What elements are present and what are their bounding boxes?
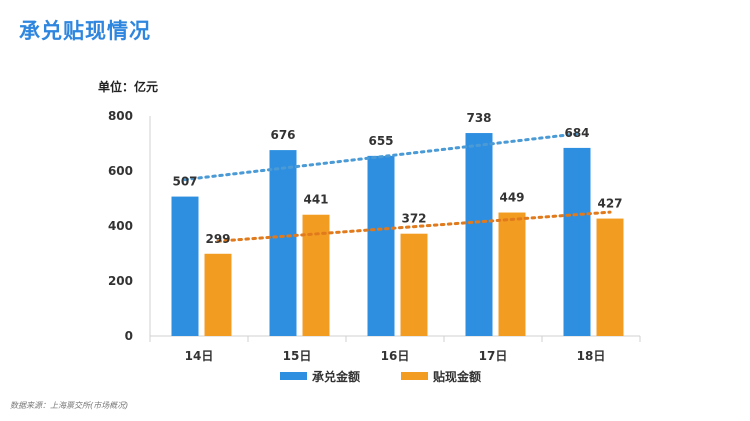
bar — [465, 133, 493, 336]
y-tick-label: 800 — [108, 109, 133, 123]
trendline — [216, 210, 612, 243]
legend-label: 承兑金额 — [312, 369, 360, 384]
bar — [171, 196, 199, 336]
trendline — [183, 132, 579, 182]
bar — [204, 253, 232, 336]
legend-swatch — [280, 372, 307, 380]
legend-label: 贴现金额 — [433, 369, 481, 384]
chart-bars — [171, 133, 624, 336]
bar — [400, 233, 428, 336]
y-tick-label: 0 — [125, 329, 133, 343]
chart-trendlines — [183, 132, 612, 243]
y-tick-label: 600 — [108, 164, 133, 178]
x-tick-label: 17日 — [479, 349, 508, 363]
data-label: 441 — [303, 193, 328, 207]
x-tick-label: 15日 — [283, 349, 312, 363]
x-tick-label: 16日 — [381, 349, 410, 363]
legend-swatch — [401, 372, 428, 380]
bar — [563, 147, 591, 336]
x-tick-label: 18日 — [577, 349, 606, 363]
page-title: 承兑贴现情况 — [19, 19, 151, 43]
data-label: 738 — [466, 111, 491, 125]
bar — [498, 212, 526, 336]
data-label: 372 — [401, 212, 426, 226]
data-label: 449 — [499, 191, 524, 205]
data-label: 299 — [205, 232, 230, 246]
bar — [269, 150, 297, 336]
data-label: 427 — [597, 197, 622, 211]
data-label: 676 — [270, 128, 295, 142]
y-tick-label: 400 — [108, 219, 133, 233]
chart-legend: 承兑金额 贴现金额 — [280, 369, 481, 384]
bar — [596, 218, 624, 336]
chart-data-labels: 507 676 655 738 684 299 441 372 449 427 — [172, 111, 622, 246]
x-tick-label: 14日 — [185, 349, 214, 363]
bar — [367, 155, 395, 336]
unit-label: 单位：亿元 — [98, 80, 159, 94]
y-tick-label: 200 — [108, 274, 133, 288]
chart-axes: 0 200 400 600 800 14日 15日 16日 17日 18日 — [108, 109, 641, 363]
source-note: 数据来源：上海票交所(市场概况) — [10, 401, 129, 410]
data-label: 684 — [564, 126, 589, 140]
data-label: 507 — [172, 175, 197, 189]
data-label: 655 — [368, 134, 393, 148]
